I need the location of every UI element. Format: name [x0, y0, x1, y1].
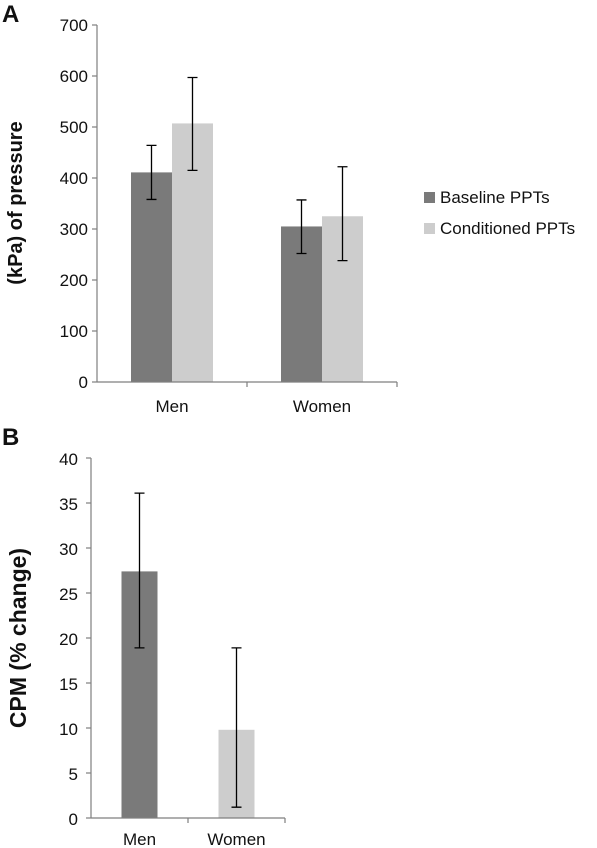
chart-b-error-bar-men — [134, 492, 145, 649]
chart-a-y-tick-label: 700 — [60, 16, 88, 35]
chart-a-y-tick-label: 500 — [60, 118, 88, 137]
chart-b: 0 5 10 15 20 25 30 35 40 Men Women CPM (% change) — [5, 450, 286, 848]
chart-b-y-ticks: 0 5 10 15 20 25 30 35 40 — [59, 450, 91, 829]
chart-a-y-tick-label: 400 — [60, 169, 88, 188]
legend-swatch-baseline-ppts — [424, 192, 435, 203]
chart-b-y-tick-label: 35 — [59, 495, 78, 514]
chart-a-y-tick-label: 100 — [60, 322, 88, 341]
chart-b-y-tick-label: 15 — [59, 675, 78, 694]
chart-a-y-ticks: 0 100 200 300 400 500 600 700 — [60, 16, 97, 392]
chart-a-y-label: (kPa) of pressure — [5, 121, 27, 284]
chart-a-bar-men-baseline-ppts — [131, 172, 172, 382]
panel-a-letter: A — [2, 1, 19, 28]
chart-a-y-tick-label: 300 — [60, 220, 88, 239]
chart-a-x-tick-label: Men — [155, 397, 188, 416]
chart-b-y-tick-label: 25 — [59, 585, 78, 604]
chart-b-y-tick-label: 0 — [69, 810, 78, 829]
chart-a-x-labels: Men Women — [155, 382, 398, 416]
legend-label-baseline-ppts: Baseline PPTs — [440, 188, 550, 207]
chart-b-y-label: CPM (% change) — [5, 548, 31, 728]
chart-a: 0 100 200 300 400 500 600 700 Men Women (kPa) of… — [5, 16, 575, 416]
chart-b-y-tick-label: 40 — [59, 450, 78, 469]
chart-a-legend: Baseline PPTs Conditioned PPTs — [424, 188, 575, 238]
chart-a-bars — [131, 123, 363, 383]
chart-b-error-bar-women — [231, 647, 242, 808]
chart-a-y-tick-label: 600 — [60, 67, 88, 86]
chart-b-x-tick-label: Women — [207, 830, 265, 848]
chart-b-y-tick-label: 30 — [59, 540, 78, 559]
chart-b-y-tick-label: 5 — [69, 765, 78, 784]
chart-b-error-bars — [134, 492, 242, 808]
chart-b-x-labels: Men Women — [123, 818, 286, 848]
chart-a-error-bar-women-baseline-ppts — [296, 199, 307, 255]
chart-a-error-bar-women-conditioned-ppts — [337, 166, 348, 262]
chart-b-x-tick-label: Men — [123, 830, 156, 848]
chart-a-error-bar-men-conditioned-ppts — [187, 76, 198, 171]
legend-swatch-conditioned-ppts — [424, 223, 435, 234]
legend-label-conditioned-ppts: Conditioned PPTs — [440, 219, 575, 238]
chart-a-error-bars — [146, 76, 348, 262]
chart-a-y-tick-label: 200 — [60, 271, 88, 290]
chart-a-y-tick-label: 0 — [79, 373, 88, 392]
panel-b-letter: B — [2, 424, 19, 451]
chart-b-y-tick-label: 20 — [59, 630, 78, 649]
chart-a-error-bar-men-baseline-ppts — [146, 144, 157, 201]
chart-a-x-tick-label: Women — [293, 397, 351, 416]
chart-b-y-tick-label: 10 — [59, 720, 78, 739]
chart-b-bars — [121, 571, 255, 818]
